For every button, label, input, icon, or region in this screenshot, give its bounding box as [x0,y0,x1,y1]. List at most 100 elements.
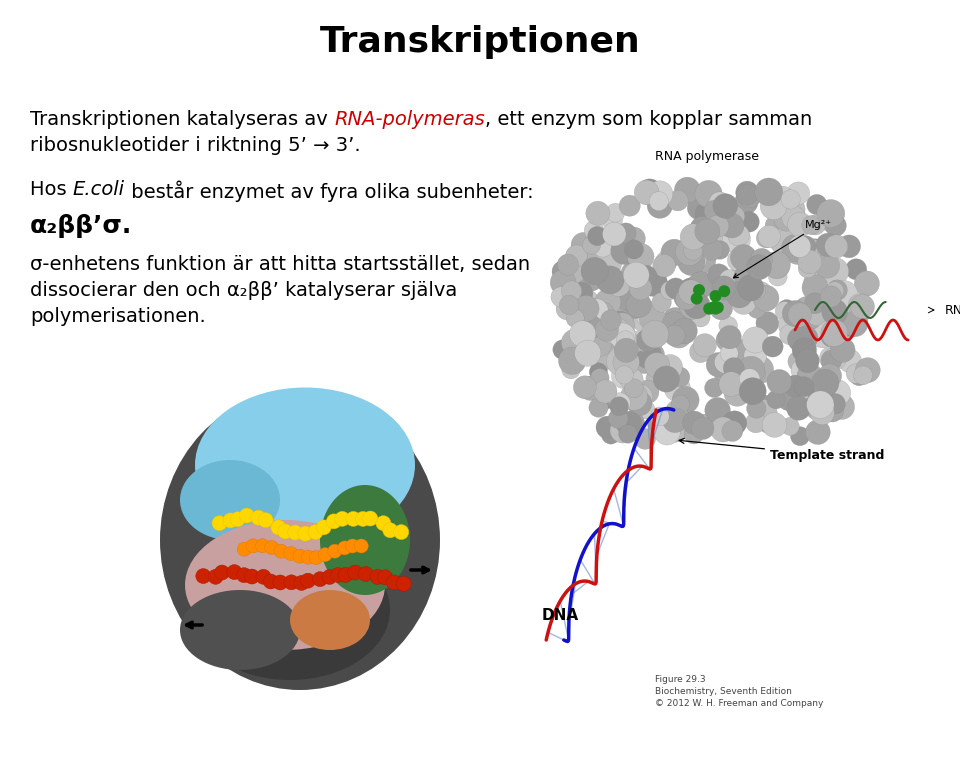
Circle shape [718,326,741,349]
Circle shape [616,331,635,349]
Ellipse shape [290,590,370,650]
Circle shape [619,195,640,216]
Circle shape [275,544,288,558]
Circle shape [687,272,714,299]
Circle shape [394,524,409,540]
Text: Hos: Hos [30,180,73,199]
Circle shape [288,525,302,540]
Circle shape [639,269,667,296]
Circle shape [582,336,605,359]
Circle shape [722,420,743,441]
Text: E.coli: E.coli [73,180,125,199]
Circle shape [256,569,271,584]
Circle shape [851,295,875,319]
Circle shape [620,383,648,410]
Circle shape [223,513,238,528]
Circle shape [580,316,603,339]
Circle shape [569,321,596,347]
Circle shape [592,343,612,365]
Circle shape [605,243,627,266]
Circle shape [667,190,688,211]
Circle shape [830,337,855,363]
Circle shape [795,236,816,257]
Circle shape [624,379,643,398]
Circle shape [831,280,857,307]
Circle shape [806,369,829,392]
Circle shape [606,203,625,222]
Circle shape [820,213,839,232]
Circle shape [683,301,705,323]
Circle shape [316,520,331,535]
Circle shape [821,350,842,371]
Circle shape [664,410,691,437]
Circle shape [237,542,252,556]
Circle shape [719,213,744,238]
Circle shape [660,281,679,300]
Circle shape [820,346,844,370]
Circle shape [709,303,722,315]
Circle shape [805,398,828,420]
Circle shape [664,375,690,402]
Circle shape [734,191,757,214]
Text: dissocierar den och α₂ββ’ katalyserar själva: dissocierar den och α₂ββ’ katalyserar sj… [30,281,457,300]
Circle shape [604,236,622,253]
Circle shape [728,225,750,246]
Circle shape [842,311,868,336]
Circle shape [709,233,729,251]
Circle shape [617,318,636,336]
Circle shape [560,256,588,283]
Circle shape [610,397,629,416]
Circle shape [649,192,668,211]
Circle shape [313,571,327,587]
Circle shape [271,520,286,535]
Circle shape [837,313,857,333]
Circle shape [724,206,745,227]
Circle shape [742,326,769,353]
Circle shape [816,233,839,256]
Circle shape [720,345,746,371]
Circle shape [293,549,307,563]
Circle shape [590,369,609,387]
Circle shape [560,295,579,315]
Circle shape [765,214,788,237]
Circle shape [575,296,595,317]
Circle shape [800,308,821,330]
Circle shape [635,180,659,205]
Circle shape [753,395,777,419]
Circle shape [263,574,278,589]
Circle shape [615,287,639,311]
Circle shape [592,236,613,257]
Circle shape [738,360,765,387]
Circle shape [853,296,873,315]
Circle shape [610,417,636,443]
Circle shape [769,228,796,254]
Circle shape [826,282,844,300]
Circle shape [550,270,576,296]
Circle shape [709,297,732,320]
Circle shape [676,288,697,310]
Circle shape [354,539,369,553]
Circle shape [573,376,596,399]
Circle shape [794,372,817,395]
Circle shape [609,409,628,428]
Circle shape [572,290,600,316]
Text: , ett enzym som kopplar samman: , ett enzym som kopplar samman [485,110,812,129]
Circle shape [597,244,622,269]
Circle shape [778,300,796,319]
Circle shape [806,194,827,215]
Circle shape [735,181,758,204]
Circle shape [723,357,744,379]
Circle shape [804,395,826,417]
Circle shape [726,385,745,404]
Circle shape [582,266,602,285]
Circle shape [707,215,729,237]
Circle shape [245,569,259,584]
Circle shape [301,550,315,564]
Circle shape [804,239,826,261]
Circle shape [556,298,578,320]
Circle shape [327,544,342,558]
Circle shape [635,429,656,450]
Circle shape [650,407,669,426]
Circle shape [728,249,751,272]
Circle shape [739,369,760,389]
